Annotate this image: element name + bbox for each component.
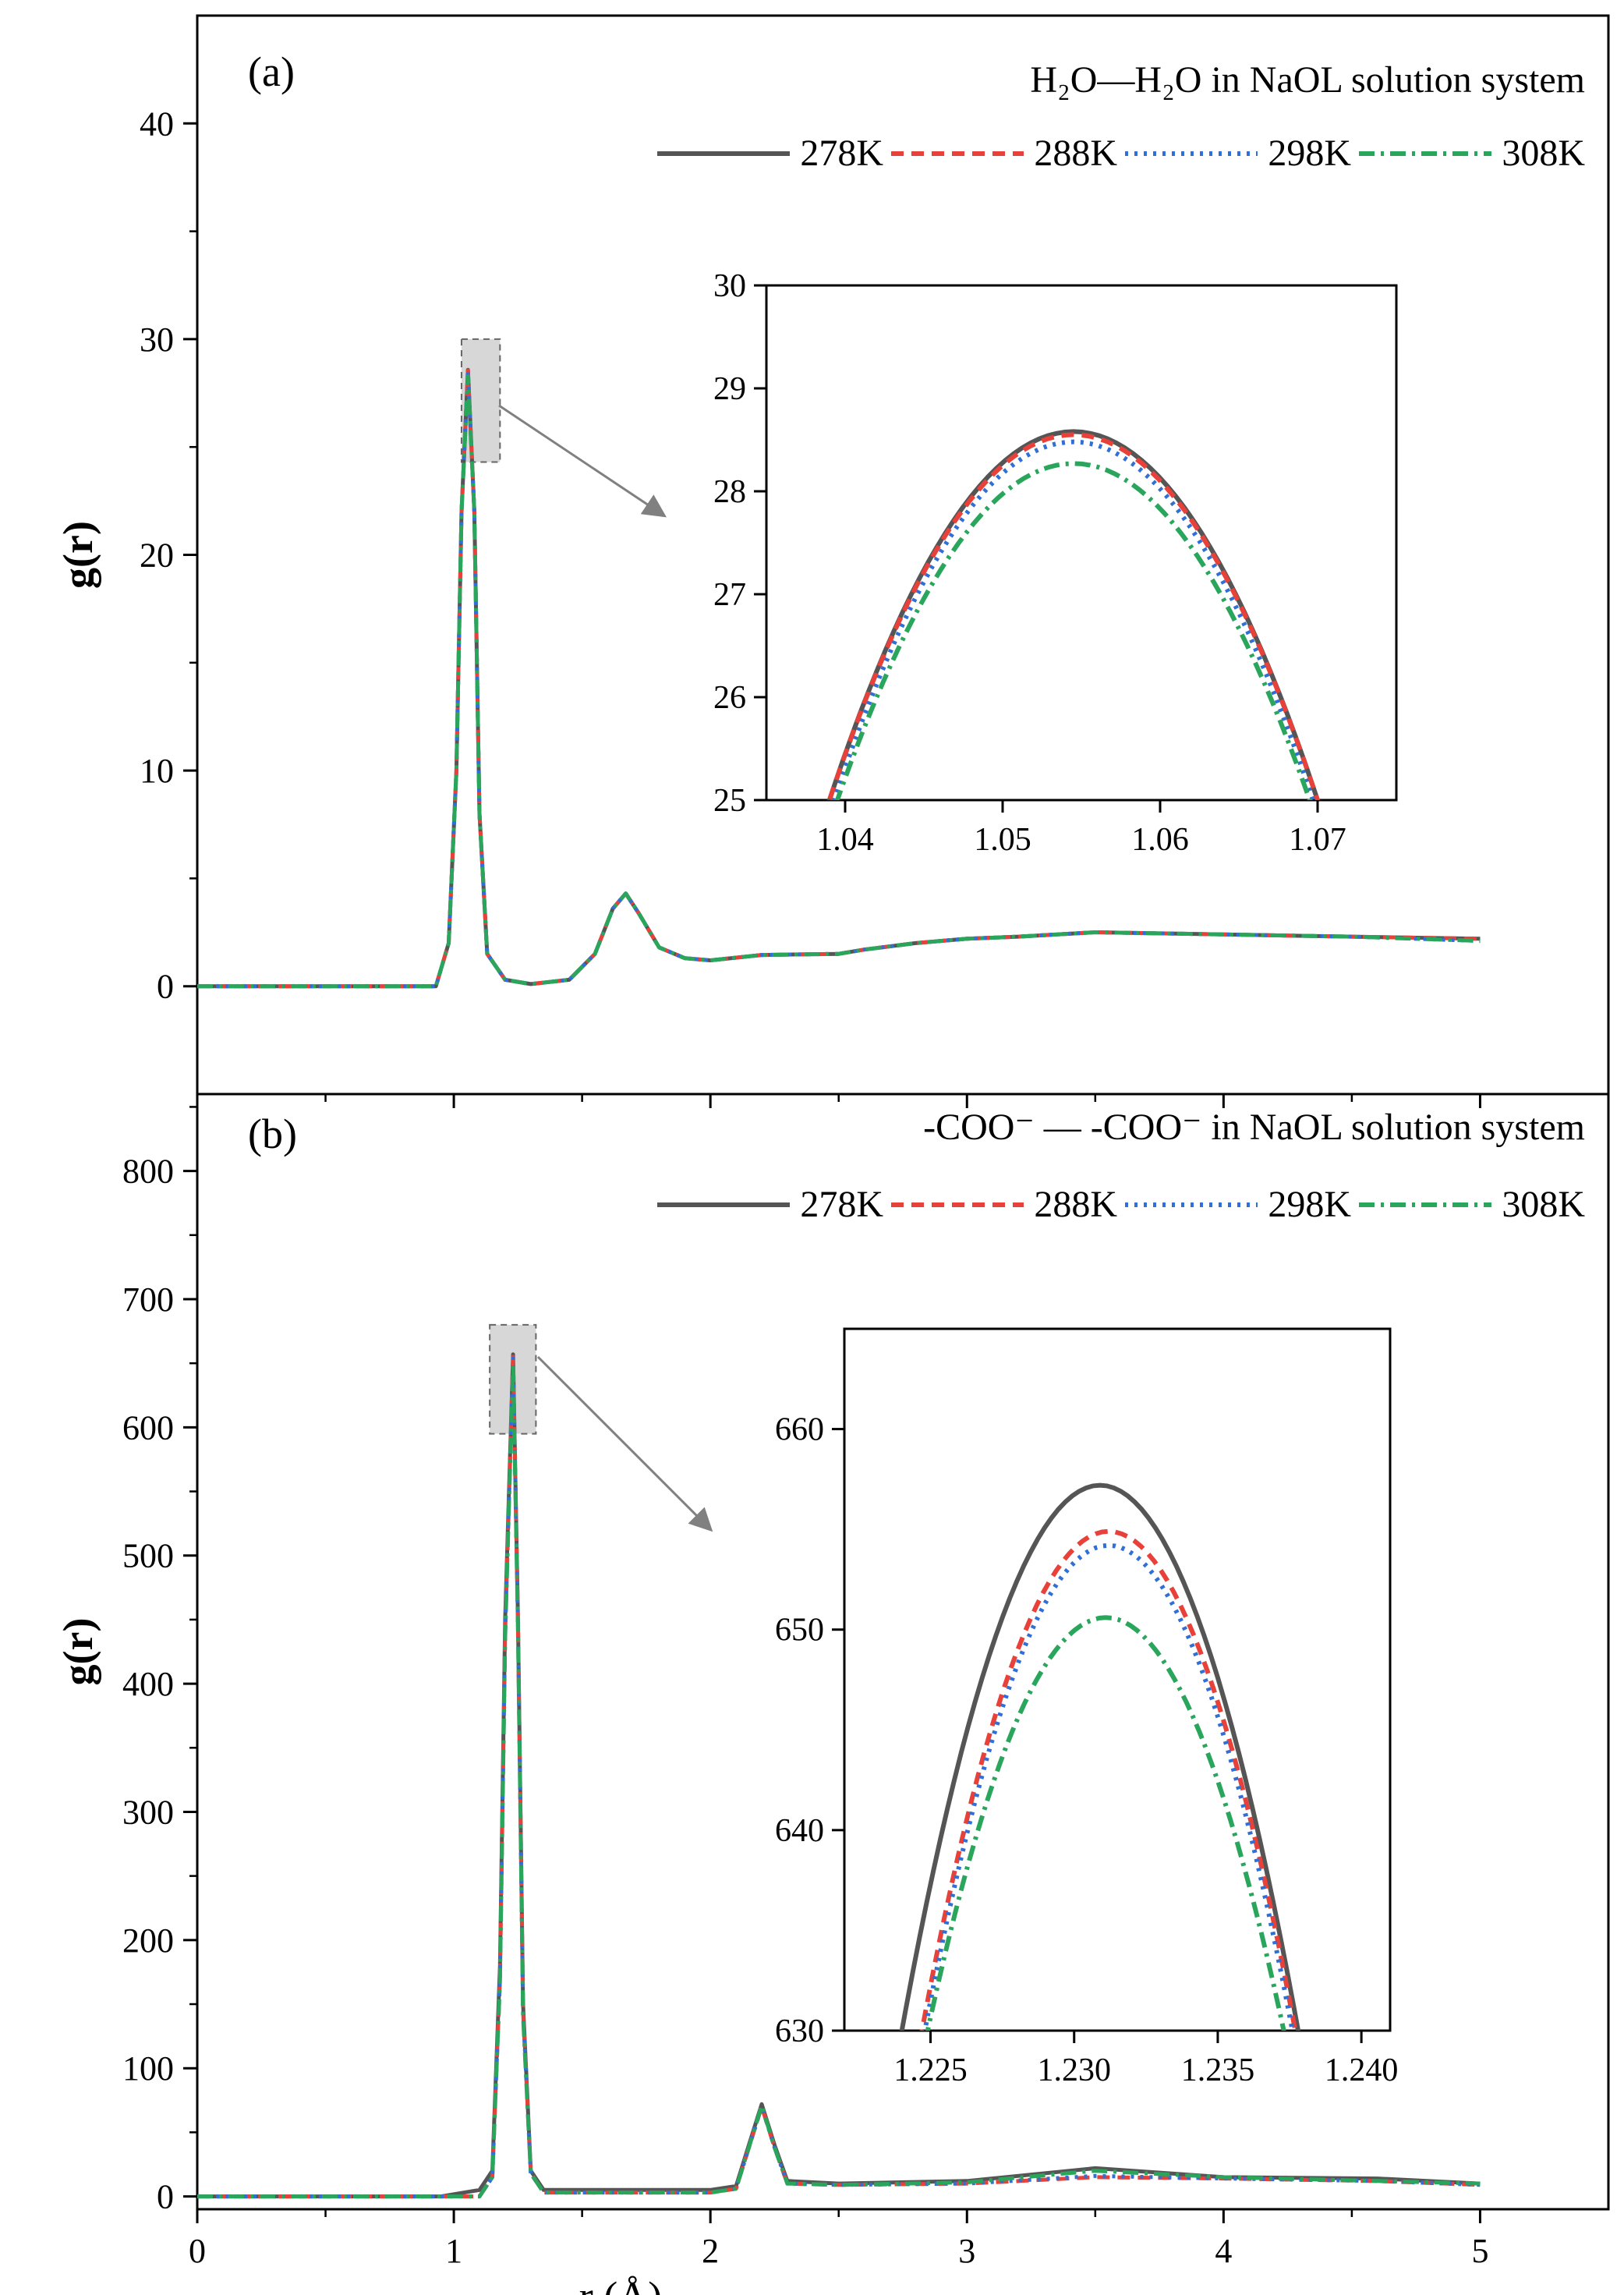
y-tick-label: 100 xyxy=(122,2049,174,2088)
inset-curve-308K xyxy=(834,461,1313,800)
legend-label: 308K xyxy=(1502,1184,1585,1225)
y-tick-label: 700 xyxy=(122,1280,174,1319)
x-tick-label: 1 xyxy=(445,2232,462,2270)
plot-frame xyxy=(196,1093,1610,2211)
inset-y-tick-label: 27 xyxy=(713,577,746,613)
legend-label: 298K xyxy=(1268,1184,1351,1225)
inset-curve-288K xyxy=(826,432,1321,800)
inset-plot: 630 640 650 660 1.225 1.230 1.235 1.240 xyxy=(775,1327,1399,2088)
x-tick-label: 0 xyxy=(189,2232,206,2270)
inset-curve-308K xyxy=(925,1615,1286,2031)
inset-y-tick-label: 30 xyxy=(713,268,746,304)
panel-label: (b) xyxy=(248,1110,297,1157)
legend-label: 278K xyxy=(800,1184,883,1225)
inset-y-tick-label: 660 xyxy=(775,1412,824,1448)
legend-label: 298K xyxy=(1268,133,1351,174)
inset-x-tick-label: 1.225 xyxy=(893,2052,968,2088)
x-tick-label: 4 xyxy=(1215,2232,1232,2270)
y-tick-label: 200 xyxy=(122,1921,174,1960)
inset-y-tick-label: 630 xyxy=(775,2013,824,2049)
plot-title: -COO⁻ — -COO⁻ in NaOL solution system xyxy=(923,1107,1585,1148)
panel-label: (a) xyxy=(248,48,295,95)
zoom-arrow xyxy=(498,404,667,518)
panel-b-carboxylate-rdf: 0 100 200 300 400 500 600 700 800 0 1 2 3 4 5 g(r) r (Å)… xyxy=(55,1093,1610,2295)
inset-x-tick-label: 1.07 xyxy=(1289,822,1346,858)
inset-x-tick-label: 1.06 xyxy=(1131,822,1189,858)
y-tick-label: 800 xyxy=(122,1153,174,1191)
series-line-308K xyxy=(197,374,1481,989)
x-axis-title: r (Å) xyxy=(579,2273,662,2295)
legend-label: 288K xyxy=(1034,1184,1117,1225)
y-tick-label: 0 xyxy=(157,968,174,1006)
inset-curve-288K xyxy=(919,1528,1298,2031)
inset-x-tick-label: 1.05 xyxy=(974,822,1031,858)
zoom-arrow xyxy=(536,1355,713,1532)
inset-y-tick-label: 25 xyxy=(713,783,746,819)
inset-x-tick-label: 1.240 xyxy=(1325,2052,1399,2088)
y-tick-label: 500 xyxy=(122,1537,174,1575)
plot-title: H₂O—H₂O in NaOL solution system xyxy=(1030,59,1585,101)
inset-frame xyxy=(843,1327,1392,2032)
series-line-308K xyxy=(197,1361,1481,2199)
inset-y-tick-label: 26 xyxy=(713,680,746,716)
y-tick-label: 30 xyxy=(140,321,174,359)
y-axis-title: g(r) xyxy=(55,521,101,589)
y-tick-label: 20 xyxy=(140,537,174,575)
inset-y-tick-label: 28 xyxy=(713,474,746,510)
legend-label: 278K xyxy=(800,133,883,174)
inset-y-tick-label: 650 xyxy=(775,1613,824,1649)
inset-curve-298K xyxy=(831,439,1316,800)
y-tick-label: 400 xyxy=(122,1665,174,1703)
x-tick-label: 5 xyxy=(1471,2232,1488,2270)
inset-x-tick-label: 1.230 xyxy=(1037,2052,1111,2088)
y-tick-label: 300 xyxy=(122,1793,174,1831)
inset-y-tick-label: 29 xyxy=(713,371,746,407)
inset-curve-278K xyxy=(899,1482,1301,2031)
x-tick-label: 3 xyxy=(958,2232,975,2270)
legend-label: 288K xyxy=(1034,133,1117,174)
inset-y-tick-label: 640 xyxy=(775,1813,824,1849)
y-tick-label: 10 xyxy=(140,752,174,790)
panel-a-water-rdf: 0 10 20 30 40 g(r) (a) H₂O—H₂O in NaOL solution… xyxy=(55,14,1610,1108)
y-tick-label: 0 xyxy=(157,2178,174,2216)
y-tick-label: 600 xyxy=(122,1408,174,1447)
y-axis-title: g(r) xyxy=(55,1618,101,1686)
inset-x-tick-label: 1.04 xyxy=(816,822,874,858)
legend-label: 308K xyxy=(1502,133,1585,174)
inset-x-tick-label: 1.235 xyxy=(1181,2052,1255,2088)
series-line-298K xyxy=(197,1356,1481,2199)
x-tick-label: 2 xyxy=(702,2232,719,2270)
inset-plot: 25 26 27 28 29 30 1.04 1.05 1.06 1.07 xyxy=(713,268,1398,858)
y-tick-label: 40 xyxy=(140,104,174,143)
inset-frame xyxy=(765,284,1398,802)
